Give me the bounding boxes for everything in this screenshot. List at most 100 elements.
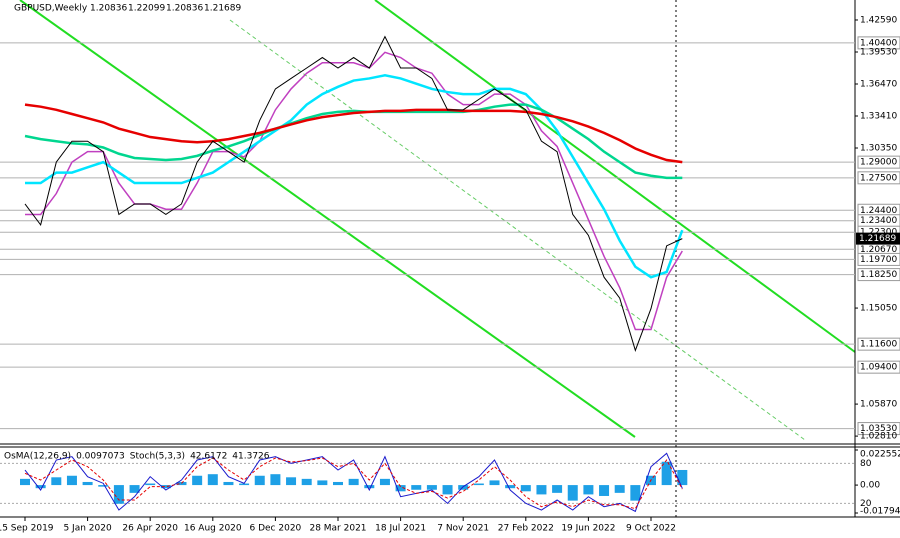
level-box	[857, 268, 900, 282]
osma-bar	[270, 474, 281, 486]
osma-bar	[614, 485, 625, 493]
x-tick-label: 27 Feb 2022	[498, 524, 554, 534]
moving-average	[24, 103, 683, 164]
level-box	[857, 360, 900, 374]
osma-bar	[520, 485, 531, 492]
chart-title: GBPUSD,Weekly	[14, 4, 88, 14]
channel-line	[19, 0, 636, 438]
osma-bar	[317, 480, 328, 486]
level-label: 1.18250	[860, 270, 897, 280]
osma-bar	[35, 485, 46, 489]
osma-bar	[489, 480, 500, 486]
ohlc-value: 1.21689	[204, 4, 241, 14]
indicator-name: OsMA(12,26,9)	[4, 452, 71, 462]
level-box	[857, 155, 900, 169]
osma-bar	[113, 485, 124, 504]
level-box	[857, 252, 900, 266]
y-tick-label: 1.42590	[860, 15, 897, 25]
level-label: 1.11600	[860, 340, 897, 350]
channel-line	[374, 0, 856, 353]
level-box	[857, 36, 900, 50]
level-label: 1.24400	[860, 206, 897, 216]
osma-bar	[583, 485, 594, 495]
osma-bar	[630, 485, 641, 501]
osma-bar	[98, 485, 109, 487]
osma-bar	[348, 478, 359, 486]
osma-bar	[192, 475, 203, 486]
osma-bar	[395, 485, 406, 492]
osma-bar	[20, 478, 30, 486]
indicator-value: 42.6172	[190, 452, 227, 462]
osma-bar	[411, 485, 422, 490]
indicator-value: 41.3726	[232, 452, 269, 462]
osma-bar	[505, 485, 516, 489]
level-box	[857, 337, 900, 351]
x-tick-label: 6 Dec 2020	[250, 524, 302, 534]
level-box	[857, 171, 900, 185]
osma-bar	[160, 485, 171, 489]
level-box	[857, 422, 900, 436]
x-tick-label: 5 Jan 2020	[63, 524, 111, 534]
osma-bar	[254, 475, 265, 486]
y-tick-label: 1.02810	[860, 432, 897, 442]
osma-bar	[145, 483, 156, 486]
level-label: 1.20670	[860, 245, 897, 255]
y-tick-label: 1.30350	[860, 144, 897, 154]
current-price-label: 1.21689	[859, 234, 896, 244]
current-price-box	[856, 232, 900, 245]
osma-bar	[333, 481, 343, 486]
ohlc-value: 1.22099	[128, 4, 165, 14]
y2-tick-label: 20	[860, 499, 872, 509]
y-tick-label: 1.15050	[860, 304, 897, 314]
ohlc-value: 1.20836	[90, 4, 127, 14]
osma-bar	[286, 477, 297, 486]
osma-bar	[552, 485, 563, 493]
osma-bar	[301, 478, 312, 486]
osma-bar	[223, 481, 234, 486]
osma-bar	[364, 485, 375, 489]
indicator-value: 0.0097073	[76, 452, 125, 462]
level-label: 1.40400	[860, 38, 897, 48]
x-tick-label: 16 Aug 2020	[184, 524, 242, 534]
osma-bar	[207, 474, 218, 486]
osma-bar	[66, 475, 77, 486]
y-tick-label: 0.00	[860, 481, 880, 491]
osma-bar	[426, 485, 437, 490]
trendlines	[19, 0, 856, 517]
x-tick-label: 15 Sep 2019	[0, 524, 54, 534]
x-tick-label: 19 Jun 2022	[561, 524, 615, 534]
osma-bar	[379, 478, 390, 486]
osma-bar	[473, 483, 484, 486]
price-line	[24, 35, 683, 352]
x-tick-label: 18 Jul 2021	[375, 524, 426, 534]
osma-bar	[51, 477, 62, 486]
y-tick-label: 1.05870	[860, 400, 897, 410]
y-tick-label: 0.0225525	[860, 450, 900, 460]
y2-tick-label: 80	[860, 459, 872, 469]
stoch-line	[24, 457, 683, 510]
level-label: 1.19700	[860, 255, 897, 265]
y-tick-label: 1.33410	[860, 112, 897, 122]
osma-bar	[129, 485, 140, 493]
x-tick-label: 26 Apr 2020	[122, 524, 178, 534]
osma-bar	[677, 469, 688, 486]
x-tick-label: 28 Mar 2021	[309, 524, 366, 534]
osma-bar	[176, 481, 187, 486]
moving-average	[25, 74, 684, 279]
moving-average	[24, 103, 683, 180]
osma-bar	[661, 461, 672, 486]
level-label: 1.27500	[860, 173, 897, 183]
y-tick-label: 1.36470	[860, 79, 897, 89]
osma-bar	[599, 485, 610, 496]
level-label: 1.29000	[860, 158, 897, 168]
level-label: 1.09400	[860, 363, 897, 373]
osma-bar	[82, 481, 93, 486]
osma-bar	[536, 485, 547, 495]
y-tick-label: 1.39530	[860, 47, 897, 57]
ohlc-value: 1.20836	[166, 4, 203, 14]
osma-bar	[567, 485, 578, 501]
stoch-line	[24, 452, 683, 513]
